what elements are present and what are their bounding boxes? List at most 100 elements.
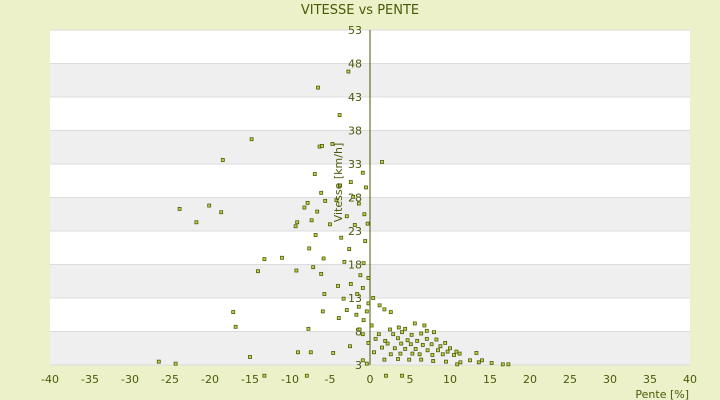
data-point <box>364 309 369 314</box>
data-point <box>344 308 349 312</box>
data-point <box>361 318 366 323</box>
data-point <box>468 358 472 363</box>
data-point <box>262 257 267 262</box>
x-tick-label: -15 <box>241 373 259 386</box>
data-point <box>312 172 317 176</box>
data-point <box>396 357 400 361</box>
data-point <box>361 261 366 266</box>
y-tick-label: 13 <box>348 292 362 305</box>
data-point <box>399 341 404 346</box>
data-point <box>454 349 459 354</box>
data-point <box>366 301 371 306</box>
data-point <box>352 223 357 227</box>
y-tick-label: 38 <box>348 125 362 138</box>
data-point <box>474 351 479 355</box>
data-point <box>383 338 388 343</box>
data-point <box>500 362 505 367</box>
data-point <box>357 327 362 332</box>
data-point <box>328 222 332 227</box>
data-point <box>366 275 371 280</box>
data-point <box>293 224 298 229</box>
data-point <box>360 332 365 337</box>
data-point <box>373 336 378 341</box>
data-point <box>364 185 368 190</box>
data-point <box>376 332 381 337</box>
data-point <box>424 328 429 333</box>
data-point <box>409 332 414 337</box>
data-point <box>476 360 481 365</box>
data-point <box>480 358 484 363</box>
data-point <box>356 304 361 309</box>
x-tick-label: -20 <box>201 373 219 386</box>
data-point <box>388 327 392 332</box>
data-point <box>173 361 178 366</box>
data-point <box>219 210 224 215</box>
x-tick-label: 40 <box>683 373 697 386</box>
data-point <box>400 373 404 378</box>
data-point <box>321 256 326 261</box>
y-tick-label: 18 <box>348 259 362 272</box>
y-axis-label: Vitesse [km/h] <box>332 143 345 223</box>
x-tick-label: 15 <box>483 373 497 386</box>
data-point <box>410 351 415 356</box>
data-point <box>385 341 390 346</box>
data-point <box>398 351 403 356</box>
data-point <box>489 361 494 365</box>
data-point <box>337 113 342 117</box>
data-point <box>323 198 328 203</box>
x-tick-label: -25 <box>161 373 179 386</box>
data-point <box>342 259 347 264</box>
data-point <box>388 310 393 314</box>
data-point <box>316 85 320 90</box>
data-point <box>319 190 324 195</box>
x-tick-label: -35 <box>81 373 99 386</box>
data-point <box>424 336 429 341</box>
data-point <box>407 357 412 362</box>
x-tick-label: 35 <box>643 373 657 386</box>
data-point <box>249 137 254 142</box>
data-point <box>322 292 327 296</box>
data-point <box>356 201 361 206</box>
data-point <box>336 316 341 321</box>
y-tick-label: 53 <box>348 24 362 37</box>
data-point <box>419 357 424 362</box>
data-point <box>438 344 443 349</box>
data-point <box>351 194 356 199</box>
data-point <box>331 351 336 355</box>
data-point <box>313 233 318 237</box>
data-point <box>364 361 369 366</box>
data-point <box>380 160 384 164</box>
x-tick-label: 0 <box>367 373 374 386</box>
data-point <box>334 198 339 203</box>
data-point <box>380 345 384 350</box>
data-point <box>360 170 365 175</box>
data-point <box>346 69 351 74</box>
data-point <box>311 265 316 270</box>
data-point <box>388 352 393 357</box>
data-point <box>372 350 376 355</box>
data-point <box>369 323 374 328</box>
data-point <box>506 362 511 367</box>
data-point <box>337 183 342 188</box>
x-tick-label: 10 <box>443 373 457 386</box>
y-tick-label: 48 <box>348 58 362 71</box>
data-point <box>448 346 452 351</box>
data-point <box>429 342 434 347</box>
data-point <box>419 331 424 336</box>
data-point <box>445 349 450 354</box>
data-point <box>308 350 313 355</box>
data-point <box>320 309 325 314</box>
data-point <box>458 360 463 365</box>
data-point <box>382 357 387 362</box>
data-point <box>358 273 363 278</box>
data-points <box>156 69 511 378</box>
x-axis-ticks: -40 -35 -30 -25 -20 -15 -10 -5 0 5 10 15 20 25 30 35 40 <box>41 373 697 386</box>
data-point <box>348 344 352 349</box>
y-tick-label: 3 <box>355 359 362 372</box>
data-point <box>457 351 462 356</box>
data-point <box>391 332 396 337</box>
data-point <box>425 348 430 353</box>
data-point <box>371 296 376 300</box>
data-point <box>360 358 365 363</box>
